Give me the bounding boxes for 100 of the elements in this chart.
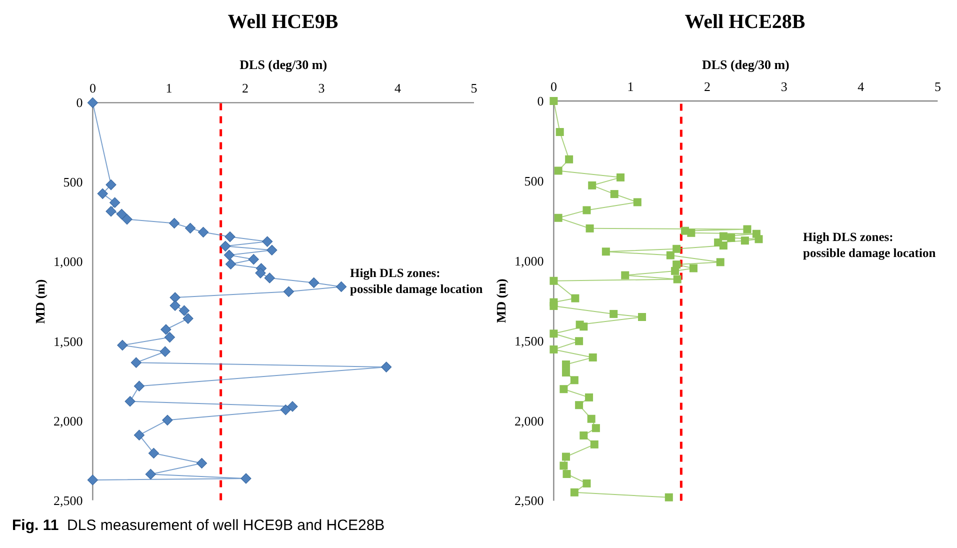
point xyxy=(134,430,145,440)
point xyxy=(164,332,176,343)
point xyxy=(283,286,294,297)
point xyxy=(117,340,128,351)
x-tick-label: 2 xyxy=(242,80,248,96)
x-tick-label: 0 xyxy=(550,79,557,94)
point xyxy=(586,224,594,232)
point xyxy=(248,254,259,265)
point xyxy=(160,324,172,335)
point xyxy=(556,128,564,136)
point xyxy=(602,248,610,256)
x-axis-title: DLS (deg/30 m) xyxy=(702,57,790,72)
y-tick-label: 2,000 xyxy=(514,413,544,428)
point xyxy=(554,166,562,175)
point xyxy=(185,222,196,234)
point xyxy=(87,474,98,486)
point xyxy=(225,258,236,270)
x-tick-label: 5 xyxy=(470,80,478,96)
point xyxy=(585,393,594,402)
y-tick-label: 1,500 xyxy=(514,333,544,348)
point xyxy=(562,368,570,376)
x-tick-label: 0 xyxy=(89,80,96,96)
point xyxy=(638,313,646,321)
point xyxy=(580,322,588,331)
point xyxy=(182,313,194,324)
point xyxy=(381,362,392,372)
point xyxy=(198,226,209,238)
point xyxy=(106,206,116,217)
y-axis-title: MD (m) xyxy=(32,279,48,324)
point xyxy=(134,380,145,392)
point xyxy=(262,236,273,247)
point xyxy=(220,240,231,252)
y-tick-label: 0 xyxy=(76,95,83,110)
x-tick-label: 1 xyxy=(627,79,634,94)
point xyxy=(224,231,236,242)
point xyxy=(550,276,558,285)
point xyxy=(280,404,291,416)
point xyxy=(124,396,136,407)
annotation: High DLS zones: possible damage location xyxy=(350,266,483,296)
point xyxy=(266,244,278,256)
point xyxy=(664,493,673,502)
annotation: High DLS zones: possible damage location xyxy=(803,230,936,260)
point xyxy=(148,448,160,459)
point xyxy=(178,305,190,316)
x-tick-label: 5 xyxy=(934,79,941,94)
point xyxy=(224,250,235,260)
point xyxy=(582,206,591,214)
point xyxy=(97,188,108,199)
point xyxy=(689,264,698,272)
point xyxy=(671,266,680,275)
y-tick-label: 1,000 xyxy=(514,253,544,268)
point xyxy=(740,236,749,245)
chart-title: Well HCE28B xyxy=(684,11,806,33)
point xyxy=(130,357,142,368)
point xyxy=(160,346,170,357)
point xyxy=(587,414,596,423)
point xyxy=(616,173,625,182)
chart-title: Well HCE9B xyxy=(228,11,338,33)
point xyxy=(588,353,597,362)
y-tick-label: 1,500 xyxy=(53,334,83,349)
point xyxy=(240,473,252,484)
point xyxy=(592,424,600,432)
x-tick-label: 4 xyxy=(858,79,865,94)
point xyxy=(255,268,266,278)
point xyxy=(588,181,596,190)
y-tick-label: 500 xyxy=(524,173,544,188)
point xyxy=(145,468,156,480)
x-tick-label: 3 xyxy=(318,80,325,96)
point xyxy=(560,462,568,470)
point xyxy=(562,470,571,478)
y-tick-label: 1,000 xyxy=(53,254,83,270)
x-tick-label: 4 xyxy=(394,80,402,96)
y-tick-label: 0 xyxy=(537,94,544,108)
point xyxy=(169,218,180,229)
point xyxy=(610,190,618,198)
point xyxy=(550,97,558,105)
point xyxy=(666,251,674,260)
point xyxy=(550,330,558,338)
point xyxy=(621,271,630,280)
point xyxy=(287,401,298,412)
point xyxy=(633,198,642,206)
point xyxy=(575,337,584,346)
y-axis-title: MD (m) xyxy=(494,278,509,324)
point xyxy=(162,414,173,426)
point xyxy=(673,275,682,284)
point xyxy=(554,214,562,222)
y-tick-label: 2,000 xyxy=(53,413,83,428)
point xyxy=(106,179,116,190)
x-tick-label: 2 xyxy=(704,79,711,94)
point xyxy=(170,300,180,311)
point xyxy=(550,345,558,354)
point xyxy=(122,214,132,225)
point xyxy=(87,97,98,108)
point xyxy=(116,208,127,220)
point xyxy=(575,401,584,410)
x-axis-title: DLS (deg/30 m) xyxy=(240,57,328,72)
caption: Fig. 11 DLS measurement of well HCE9B and HCE28B xyxy=(12,517,385,534)
point xyxy=(716,258,724,266)
point xyxy=(754,235,763,244)
point xyxy=(562,452,570,461)
